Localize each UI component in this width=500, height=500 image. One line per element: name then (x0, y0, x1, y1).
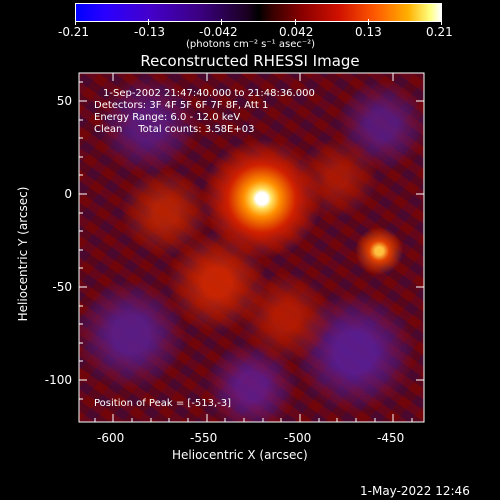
colorbar-tick-label: 0.13 (355, 25, 382, 39)
x-tick-label: -450 (377, 431, 405, 445)
y-axis-label: Heliocentric Y (arcsec) (16, 186, 30, 322)
info-line-time: 1-Sep-2002 21:47:40.000 to 21:48:36.000 (103, 88, 315, 99)
colorbar-tick-label: -0.042 (199, 25, 238, 39)
info-line-clean: Clean Total counts: 3.58E+03 (94, 124, 255, 135)
colorbar-units: (photons cm⁻² s⁻¹ asec⁻²) (186, 39, 316, 50)
colorbar-tick-label: 0.042 (279, 25, 314, 39)
colorbar-tick-marks (75, 19, 442, 25)
peak-position-text: Position of Peak = [-513,-3] (94, 398, 232, 409)
x-axis-label: Heliocentric X (arcsec) (172, 448, 308, 462)
timestamp: 1-May-2022 12:46 (360, 484, 470, 498)
x-tick-label: -500 (284, 431, 312, 445)
colorbar-tick-label: -0.21 (58, 25, 90, 39)
info-line-energy: Energy Range: 6.0 - 12.0 keV (94, 112, 241, 123)
y-tick-label: -50 (52, 280, 72, 294)
x-tick-label: -600 (97, 431, 125, 445)
colorbar (75, 3, 442, 22)
rhessi-image (79, 73, 424, 422)
y-tick-label: -100 (44, 373, 72, 387)
plot-title: Reconstructed RHESSI Image (140, 52, 360, 70)
x-tick-label: -550 (190, 431, 218, 445)
y-tick-label: 0 (64, 187, 72, 201)
y-tick-label: 50 (56, 94, 72, 108)
colorbar-tick-label: -0.13 (134, 25, 166, 39)
info-line-detectors: Detectors: 3F 4F 5F 6F 7F 8F, Att 1 (94, 100, 269, 111)
colorbar-tick-label: 0.21 (426, 25, 453, 39)
